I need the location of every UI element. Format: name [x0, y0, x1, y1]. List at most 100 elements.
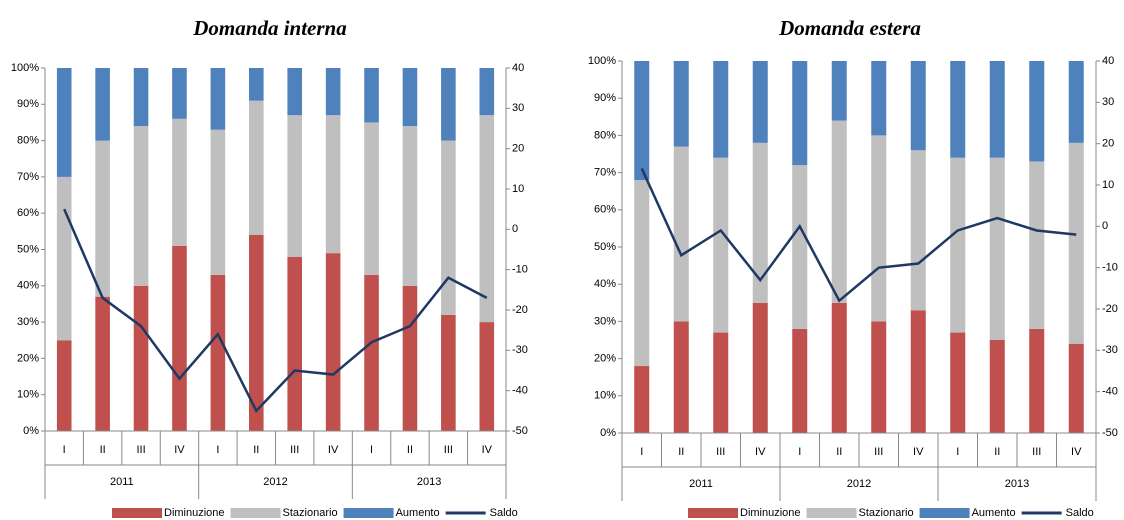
bar-segment: [95, 68, 110, 141]
y-tick-label: 90%: [17, 98, 39, 110]
group-label: 2011: [110, 476, 134, 488]
bar-segment: [792, 165, 808, 329]
x-tick-label: IV: [328, 444, 339, 456]
bar-segment: [950, 61, 966, 158]
y2-tick-label: -50: [1102, 427, 1118, 439]
bar-segment: [364, 122, 379, 275]
y-tick-label: 50%: [17, 243, 39, 255]
bar-segment: [752, 302, 768, 433]
bar-segment: [989, 157, 1005, 340]
y2-tick-label: 30: [512, 102, 524, 114]
bar-segment: [1029, 161, 1045, 329]
y2-tick-label: -40: [1102, 386, 1118, 398]
bar-segment: [210, 68, 226, 130]
y2-tick-label: 20: [1102, 138, 1114, 150]
bar-segment: [673, 61, 689, 147]
bar-segment: [133, 68, 149, 127]
y2-tick-label: -20: [512, 304, 528, 316]
bar-segment: [792, 61, 808, 166]
x-tick-label: I: [63, 444, 66, 456]
bar-segment: [248, 234, 264, 431]
legend-swatch: [919, 508, 970, 518]
y-tick-label: 60%: [594, 204, 616, 216]
bar-segment: [989, 61, 1005, 158]
bar-segment: [364, 274, 379, 431]
bar-segment: [172, 245, 187, 431]
x-tick-label: I: [216, 444, 219, 456]
bar-segment: [287, 256, 303, 431]
legend-swatch: [688, 508, 738, 518]
saldo-line: [63, 208, 488, 413]
bar-segment: [831, 61, 847, 121]
y2-tick-label: 0: [1102, 220, 1108, 232]
bar-segment: [1029, 61, 1045, 162]
x-tick-label: II: [836, 446, 842, 458]
x-tick-label: II: [994, 446, 1000, 458]
chart-title: Domanda estera: [778, 16, 921, 40]
y2-tick-label: -10: [1102, 262, 1118, 274]
bar-segment: [56, 68, 72, 177]
bar-segment: [248, 100, 264, 235]
bar-segment: [441, 140, 456, 315]
y-tick-label: 30%: [17, 316, 39, 328]
y2-tick-label: 30: [1102, 96, 1114, 108]
bar-segment: [910, 150, 926, 311]
y-tick-label: 60%: [17, 207, 39, 219]
x-tick-label: III: [290, 444, 299, 456]
bar-segment: [325, 68, 341, 116]
y2-tick-label: 40: [512, 62, 524, 74]
x-tick-label: II: [100, 444, 106, 456]
legend-label: Saldo: [1066, 507, 1094, 519]
y2-tick-label: -10: [512, 264, 528, 276]
legend-swatch: [230, 508, 281, 518]
bar-segment: [950, 157, 966, 333]
bar-segment: [287, 115, 303, 257]
legend-label: Aumento: [972, 507, 1016, 519]
bar-segment: [713, 332, 729, 433]
x-tick-label: I: [640, 446, 643, 458]
x-tick-label: IV: [482, 444, 493, 456]
bar-segment: [1068, 61, 1084, 143]
x-tick-label: IV: [913, 446, 924, 458]
x-tick-label: III: [136, 444, 145, 456]
bar-segment: [133, 126, 149, 286]
y-tick-label: 70%: [17, 171, 39, 183]
x-tick-label: III: [444, 444, 453, 456]
bar-segment: [402, 285, 418, 431]
bar-segment: [479, 322, 495, 431]
y-tick-label: 100%: [11, 62, 39, 74]
bar-segment: [634, 61, 650, 181]
bar-segment: [441, 314, 456, 431]
bar-segment: [792, 328, 808, 433]
group-label: 2012: [263, 476, 287, 488]
y2-tick-label: 10: [512, 183, 524, 195]
x-tick-label: I: [370, 444, 373, 456]
bar-segment: [989, 340, 1005, 433]
legend-label: Diminuzione: [740, 507, 801, 519]
bar-segment: [210, 274, 226, 431]
y-tick-label: 90%: [594, 92, 616, 104]
bar-segment: [713, 157, 729, 333]
x-tick-label: IV: [1071, 446, 1082, 458]
bar-segment: [713, 61, 729, 158]
group-label: 2011: [689, 478, 713, 490]
x-tick-label: I: [798, 446, 801, 458]
y2-tick-label: -30: [1102, 344, 1118, 356]
y2-tick-label: 40: [1102, 55, 1114, 67]
bar-segment: [871, 135, 887, 322]
bar-segment: [402, 126, 418, 286]
legend-swatch: [343, 508, 394, 518]
x-tick-label: II: [407, 444, 413, 456]
bar-segment: [56, 176, 72, 341]
bar-segment: [172, 118, 187, 246]
y2-tick-label: 20: [512, 143, 524, 155]
legend-label: Aumento: [396, 507, 440, 519]
bar-segment: [56, 340, 72, 431]
bar-segment: [287, 68, 303, 116]
y-tick-label: 70%: [594, 167, 616, 179]
y2-tick-label: -20: [1102, 303, 1118, 315]
bar-segment: [950, 332, 966, 433]
legend-label: Saldo: [490, 507, 518, 519]
x-tick-label: III: [1032, 446, 1041, 458]
chart-title: Domanda interna: [192, 16, 346, 40]
